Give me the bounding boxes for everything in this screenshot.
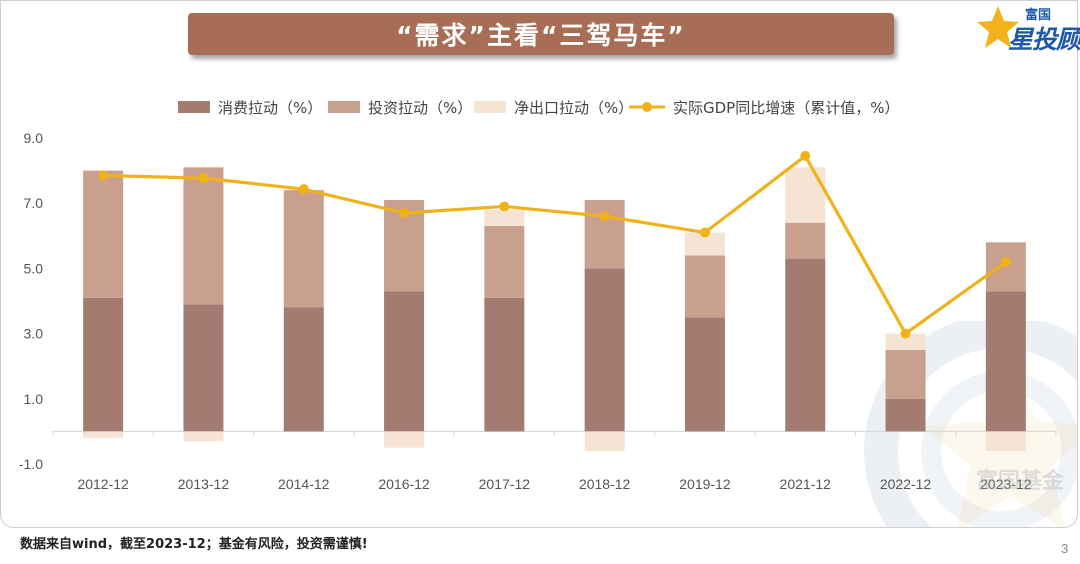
- bar-consumption: [684, 317, 725, 432]
- legend-label: 净出口拉动（%）: [514, 99, 633, 117]
- x-tick-label: 2023-12: [980, 476, 1032, 492]
- gdp-growth-point: [98, 170, 109, 181]
- page-number: 3: [1061, 541, 1069, 556]
- bar-investment: [83, 170, 124, 298]
- bar-consumption: [83, 297, 124, 432]
- x-tick-label: 2018-12: [579, 476, 631, 492]
- legend-label: 实际GDP同比增速（累计值，%）: [673, 99, 899, 117]
- legend-swatch: [474, 101, 506, 113]
- bar-net-export: [584, 431, 625, 451]
- legend-swatch: [178, 101, 210, 113]
- y-tick-label: 3.0: [24, 326, 44, 342]
- y-tick-label: 1.0: [24, 391, 44, 407]
- x-tick-label: 2021-12: [780, 476, 832, 492]
- logo-small-text: 富国: [1025, 8, 1052, 23]
- bar-investment: [684, 255, 725, 318]
- title-banner: “需求”主看“三驾马车”: [188, 13, 894, 55]
- gdp-growth-point: [699, 227, 710, 238]
- bar-net-export: [785, 167, 826, 223]
- slide-frame: 9.0 7.0 5.0 3.0 1.0 -1.0 2012-12 2013-12 2014-12…: [0, 0, 1078, 528]
- gdp-growth-point: [198, 173, 209, 184]
- bar-net-export: [384, 431, 425, 448]
- bar-net-export: [684, 232, 725, 256]
- legend-item: 投资拉动（%）: [328, 99, 472, 117]
- legend-label: 投资拉动（%）: [368, 99, 472, 117]
- y-tick-label: -1.0: [19, 456, 43, 472]
- watermark-text: 富国基金: [976, 469, 1065, 494]
- x-tick-label: 2013-12: [178, 476, 230, 492]
- logo-big-text: 星投顾: [1008, 25, 1080, 54]
- bar-investment: [484, 226, 525, 298]
- x-tick-label: 2017-12: [479, 476, 531, 492]
- bar-net-export: [183, 431, 224, 442]
- gdp-growth-point: [1000, 256, 1011, 267]
- footer-note: 数据来自wind，截至2023-12；基金有风险，投资需谨慎!: [20, 537, 368, 552]
- gdp-growth-point: [900, 328, 911, 339]
- bar-consumption: [384, 291, 425, 432]
- x-tick-label: 2019-12: [679, 476, 731, 492]
- x-tick-label: 2016-12: [378, 476, 430, 492]
- bar-consumption: [584, 268, 625, 432]
- x-tick-label: 2022-12: [880, 476, 932, 492]
- bar-net-export: [83, 431, 124, 438]
- gdp-growth-line: [103, 154, 1007, 336]
- bar-investment: [885, 349, 926, 399]
- y-tick-label: 7.0: [24, 195, 44, 211]
- gdp-growth-point: [499, 201, 510, 212]
- bar-investment: [283, 190, 324, 308]
- star-icon: [977, 6, 1019, 48]
- gdp-growth-point: [599, 211, 610, 222]
- legend-item: 消费拉动（%）: [178, 99, 322, 117]
- bar-investment: [785, 222, 826, 259]
- bar-consumption: [183, 304, 224, 432]
- chart: 9.0 7.0 5.0 3.0 1.0 -1.0 2012-12 2013-12 2014-12…: [19, 99, 1057, 492]
- y-tick-label: 5.0: [24, 260, 44, 276]
- legend-label: 消费拉动（%）: [218, 99, 322, 117]
- bar-net-export: [885, 333, 926, 350]
- x-tick-label: 2014-12: [278, 476, 330, 492]
- legend-swatch: [328, 101, 360, 113]
- bar-consumption: [985, 291, 1026, 432]
- legend-item: 实际GDP同比增速（累计值，%）: [629, 99, 899, 117]
- gdp-growth-point: [800, 150, 811, 161]
- bar-consumption: [885, 398, 926, 432]
- legend-item: 净出口拉动（%）: [474, 99, 633, 117]
- x-tick-label: 2012-12: [77, 476, 129, 492]
- gdp-growth-point: [399, 207, 410, 218]
- y-tick-label: 9.0: [24, 130, 44, 146]
- bar-consumption: [484, 297, 525, 432]
- bar-consumption: [283, 307, 324, 432]
- bar-consumption: [785, 258, 826, 432]
- page-title: “需求”主看“三驾马车”: [396, 21, 686, 50]
- bar-investment: [584, 199, 625, 269]
- bar-net-export: [484, 209, 525, 227]
- bar-investment: [183, 167, 224, 305]
- gdp-growth-point: [298, 184, 309, 195]
- bar-net-export: [985, 431, 1026, 451]
- legend-marker-swatch: [642, 102, 652, 112]
